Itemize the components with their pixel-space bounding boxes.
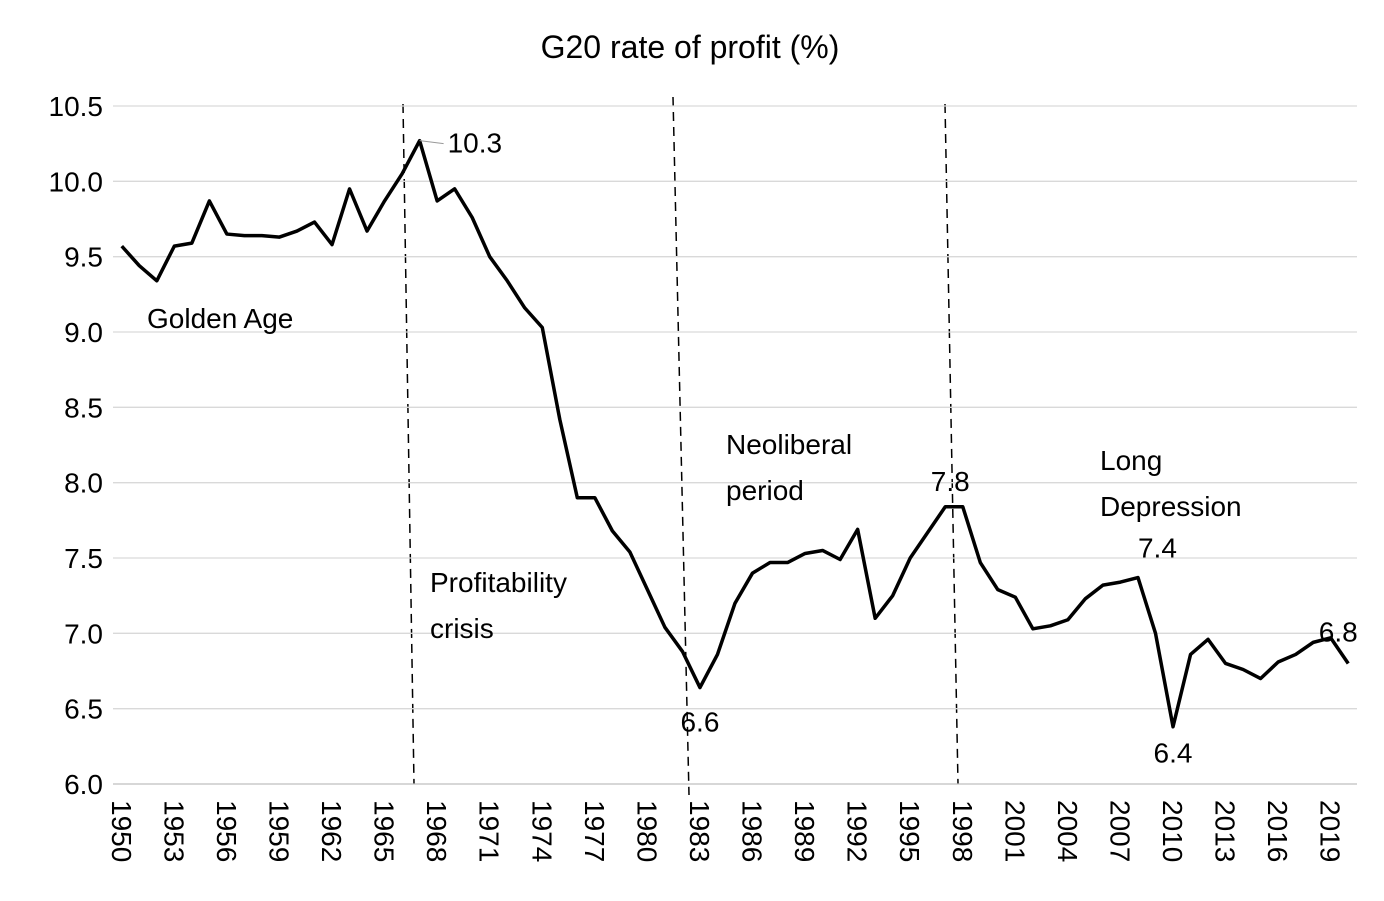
x-tick-label: 1992 bbox=[842, 800, 873, 862]
annotation: Long bbox=[1100, 445, 1162, 476]
annotation: Neoliberal bbox=[726, 429, 852, 460]
divider bbox=[672, 96, 690, 796]
x-tick-label: 1953 bbox=[158, 800, 189, 862]
y-tick-label: 8.0 bbox=[64, 468, 103, 499]
y-tick-label: 7.5 bbox=[64, 543, 103, 574]
y-tick-label: 6.0 bbox=[64, 769, 103, 800]
line-series bbox=[120, 138, 1350, 729]
x-tick-label: 1986 bbox=[737, 800, 768, 862]
x-tick-label: 2007 bbox=[1104, 800, 1135, 862]
y-tick-label: 9.5 bbox=[64, 242, 103, 273]
x-tick-label: 1962 bbox=[316, 800, 347, 862]
data-label: 10.3 bbox=[448, 128, 503, 159]
data-label: 7.4 bbox=[1138, 533, 1177, 564]
x-tick-label: 2013 bbox=[1210, 800, 1241, 862]
annotation: period bbox=[726, 475, 804, 506]
data-label: 6.8 bbox=[1319, 616, 1358, 647]
annotation: Golden Age bbox=[147, 303, 293, 334]
x-tick-label: 1971 bbox=[474, 800, 505, 862]
x-tick-label: 1980 bbox=[631, 800, 662, 862]
annotation: crisis bbox=[430, 613, 494, 644]
y-tick-label: 6.5 bbox=[64, 694, 103, 725]
x-tick-label: 1989 bbox=[789, 800, 820, 862]
annotation: Depression bbox=[1100, 491, 1242, 522]
data-label: 6.4 bbox=[1154, 738, 1193, 769]
x-tick-label: 2001 bbox=[999, 800, 1030, 862]
x-tick-label: 2016 bbox=[1262, 800, 1293, 862]
x-tick-label: 1983 bbox=[684, 800, 715, 862]
x-tick-label: 1998 bbox=[947, 800, 978, 862]
x-tick-label: 1977 bbox=[579, 800, 610, 862]
y-tick-label: 8.5 bbox=[64, 392, 103, 423]
x-tick-label: 2004 bbox=[1052, 800, 1083, 862]
y-tick-label: 10.5 bbox=[49, 91, 104, 122]
divider bbox=[402, 103, 415, 785]
data-label: 6.6 bbox=[680, 707, 719, 738]
x-tick-label: 1974 bbox=[526, 800, 557, 862]
x-tick-label: 1995 bbox=[894, 800, 925, 862]
y-tick-label: 7.0 bbox=[64, 618, 103, 649]
x-tick-label: 2019 bbox=[1315, 800, 1346, 862]
annotation: Profitability bbox=[430, 567, 567, 598]
divider bbox=[944, 103, 959, 785]
y-tick-label: 10.0 bbox=[49, 166, 104, 197]
x-tick-label: 1965 bbox=[369, 800, 400, 862]
x-tick-label: 1950 bbox=[106, 800, 137, 862]
x-tick-label: 1959 bbox=[263, 800, 294, 862]
x-tick-label: 1956 bbox=[211, 800, 242, 862]
chart-title: G20 rate of profit (%) bbox=[541, 29, 840, 65]
x-tick-label: 1968 bbox=[421, 800, 452, 862]
y-tick-label: 9.0 bbox=[64, 317, 103, 348]
label-leader bbox=[419, 140, 444, 145]
period-dividers bbox=[402, 96, 959, 796]
x-tick-label: 2010 bbox=[1157, 800, 1188, 862]
data-label: 7.8 bbox=[931, 466, 970, 497]
